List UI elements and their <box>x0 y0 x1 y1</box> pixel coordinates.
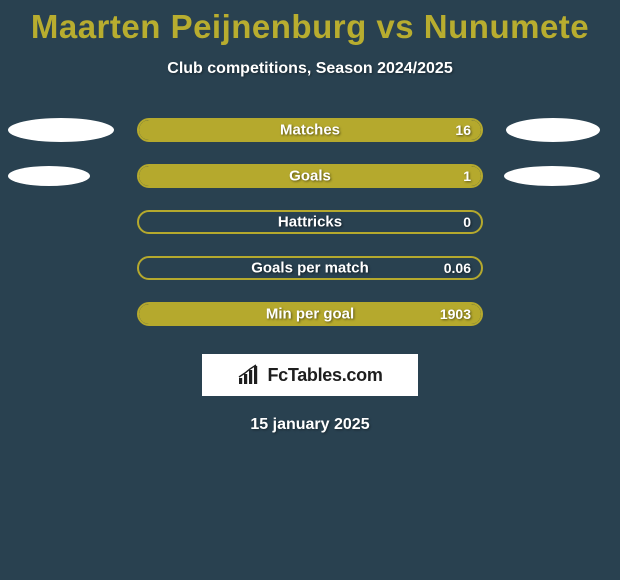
branding-box: FcTables.com <box>202 354 418 396</box>
date-text: 15 january 2025 <box>0 416 620 434</box>
stat-bar: Matches 16 <box>137 118 483 142</box>
stat-label: Matches <box>280 122 340 139</box>
stat-bar: Goals per match 0.06 <box>137 256 483 280</box>
subtitle: Club competitions, Season 2024/2025 <box>0 60 620 78</box>
stat-bar: Hattricks 0 <box>137 210 483 234</box>
stat-value: 1903 <box>440 306 471 322</box>
stat-label: Hattricks <box>278 214 342 231</box>
stat-value: 1 <box>463 168 471 184</box>
stat-row: Min per goal 1903 <box>0 302 620 326</box>
stat-label: Goals <box>289 168 331 185</box>
stat-row: Hattricks 0 <box>0 210 620 234</box>
left-ellipse <box>8 118 114 142</box>
branding-text: FcTables.com <box>267 365 382 386</box>
stat-row: Goals 1 <box>0 164 620 188</box>
stat-row: Goals per match 0.06 <box>0 256 620 280</box>
stat-bar: Min per goal 1903 <box>137 302 483 326</box>
stat-label: Goals per match <box>251 260 369 277</box>
right-ellipse <box>504 166 600 186</box>
page-title: Maarten Peijnenburg vs Nunumete <box>0 0 620 46</box>
left-ellipse <box>8 166 90 186</box>
stat-label: Min per goal <box>266 306 354 323</box>
branding-chart-icon <box>237 364 263 386</box>
stat-value: 0.06 <box>444 260 471 276</box>
stat-row: Matches 16 <box>0 118 620 142</box>
stat-rows: Matches 16 Goals 1 Hattricks 0 Goals per match… <box>0 118 620 326</box>
stat-value: 0 <box>463 214 471 230</box>
stat-bar: Goals 1 <box>137 164 483 188</box>
right-ellipse <box>506 118 600 142</box>
stat-value: 16 <box>455 122 471 138</box>
